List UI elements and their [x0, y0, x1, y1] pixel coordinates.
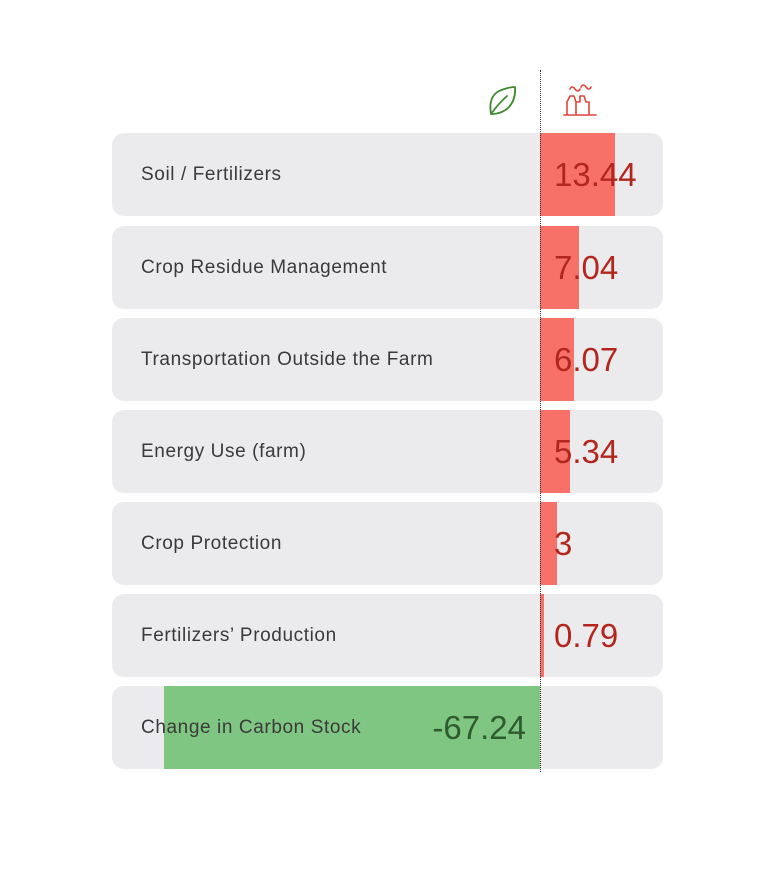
bar-4 — [540, 502, 557, 585]
category-label: Crop Protection — [141, 533, 283, 554]
bar-1 — [540, 226, 580, 309]
category-label: Energy Use (farm) — [141, 441, 307, 462]
value-label: 7.04 — [554, 249, 619, 286]
value-label: 3 — [554, 525, 573, 562]
chart-row — [112, 686, 663, 769]
chart-row — [112, 410, 663, 493]
chart-row — [112, 502, 663, 585]
value-label: 5.34 — [554, 433, 619, 470]
bar-6 — [164, 686, 540, 769]
chart-row — [112, 226, 663, 309]
chart-row — [112, 594, 663, 677]
value-label: 0.79 — [554, 617, 619, 654]
chart-row — [112, 133, 663, 216]
category-label: Fertilizers’ Production — [141, 625, 337, 646]
factory-icon — [563, 84, 597, 116]
zero-axis-line — [540, 70, 541, 772]
leaf-icon — [489, 86, 517, 115]
value-label: 13.44 — [554, 156, 637, 193]
category-label: Change in Carbon Stock — [141, 717, 362, 738]
bar-3 — [540, 410, 570, 493]
category-label: Transportation Outside the Farm — [141, 349, 434, 370]
bar-5 — [540, 594, 545, 677]
category-label: Soil / Fertilizers — [141, 164, 282, 185]
bar-2 — [540, 318, 574, 401]
bar-0 — [540, 133, 616, 216]
chart-row — [112, 318, 663, 401]
category-label: Crop Residue Management — [141, 257, 388, 278]
value-label: -67.24 — [432, 709, 526, 746]
value-label: 6.07 — [554, 341, 619, 378]
